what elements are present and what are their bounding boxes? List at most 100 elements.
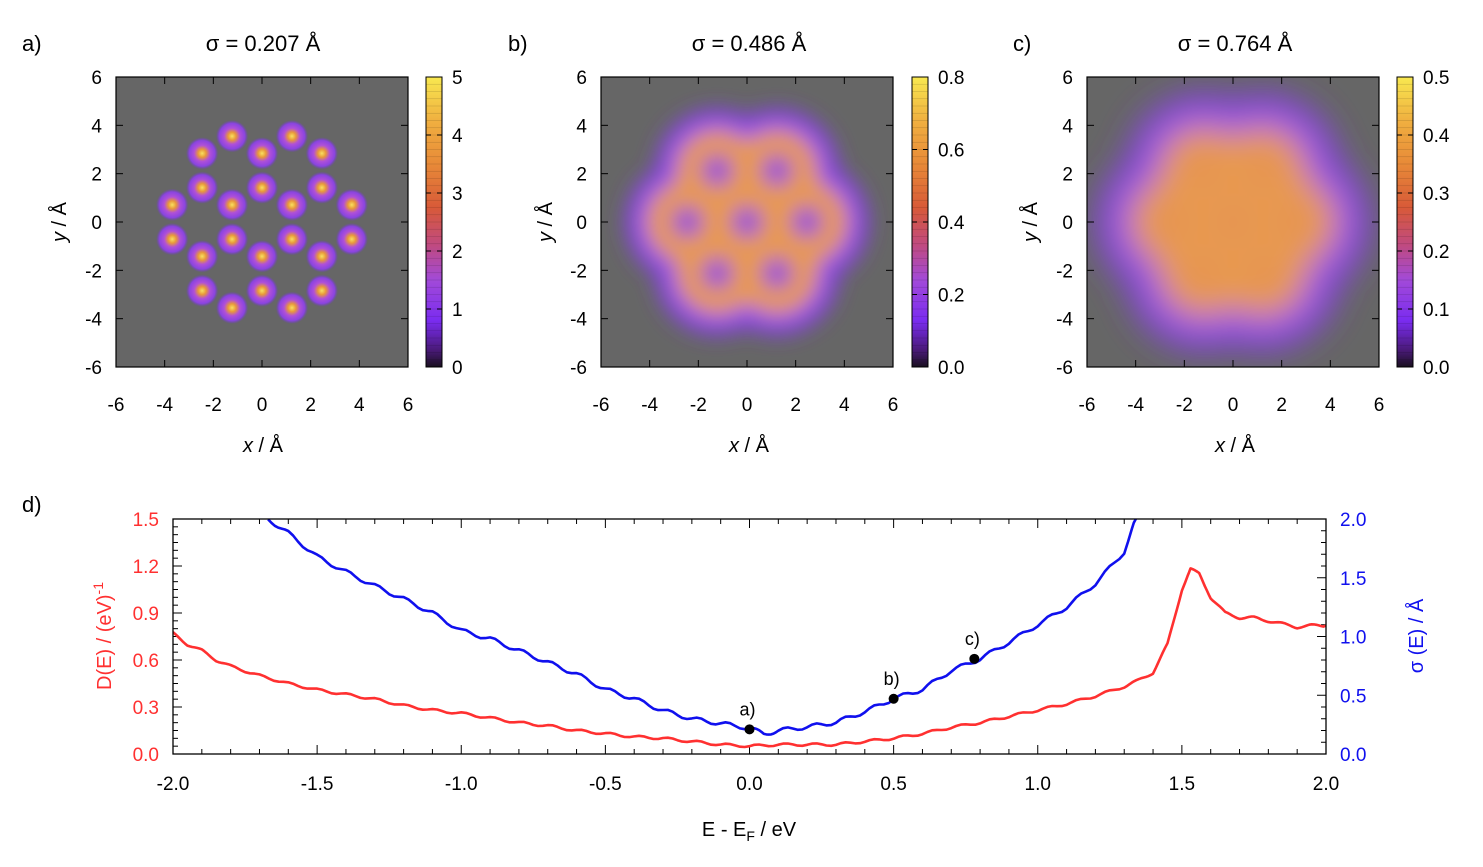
panel-c-y-axis-label-var: y [1020,231,1042,244]
atom-density-peak [215,223,249,256]
right-y-tick-label: 1.0 [1340,628,1366,649]
dos-series-line [173,567,1326,749]
ring-hole [1252,262,1274,285]
heatmap-panel-a: a) σ = 0.207 Å -6 -4 -2 0 2 4 6 -6 -4 -2 0 2 4 6 0 1 2 3… [22,31,463,457]
x-tick-label: 6 [888,395,899,416]
panel-b-x-axis-label-unit: / Å [739,434,770,457]
atom-density-peak [275,120,309,153]
panel-d-x-axis-label-tail: / eV [755,819,797,841]
atom-density-peak [215,291,249,324]
atom-density-peak [305,137,338,170]
x-tick-label: -2 [690,395,707,416]
panel-c-title: σ = 0.764 Å [1178,31,1293,56]
y-tick-label: 0 [1062,213,1073,234]
colorbar-tick-label: 0.4 [938,213,965,234]
panel-b-colorbar: 0.0 0.2 0.4 0.6 0.8 [911,68,965,379]
atom-density-peak [186,240,219,273]
y-tick-label: 6 [1062,68,1073,89]
atom-density-peak [275,223,309,256]
ring-hole [1282,211,1304,233]
atom-density-peak [156,188,189,221]
x-tick-label: 0 [257,395,268,416]
x-tick-label: -4 [156,395,173,416]
panel-a-title: σ = 0.207 Å [206,31,321,56]
right-y-tick-label: 1.5 [1340,569,1366,590]
colorbar-tick-label: 0.5 [1423,68,1449,89]
ring-hole [792,207,822,237]
panel-c-y-axis-label-unit: / Å [1019,201,1042,232]
panel-d-left-axis-label-sup: -1 [90,582,106,595]
panel-c-y-axis-label: y / Å [1019,201,1042,244]
panel-a-y-axis-label: y / Å [48,201,71,244]
y-tick-label: 0 [576,213,587,234]
atom-density-peak [305,171,338,204]
atom-density-peak [186,137,219,170]
state-marker-label: c) [965,629,980,649]
atom-density-peak [245,240,279,273]
panel-a-y-axis-label-var: y [49,231,71,244]
atom-density-peak [186,171,219,204]
panel-b-y-axis-label-var: y [535,231,557,244]
y-tick-label: -4 [1056,310,1073,331]
x-tick-label: -6 [108,395,125,416]
y-tick-label: -4 [570,310,587,331]
colorbar-tick-label: 2 [452,242,463,263]
panel-d-plot-area: -2.0 -1.5 -1.0 -0.5 0.0 0.5 1.0 1.5 2.00.00.30.6… [133,510,1367,795]
x-tick-label: 2 [1276,395,1287,416]
panel-d-left-axis-label-main: D(E) / (eV) [94,594,116,690]
atom-density-peak [335,223,368,256]
x-tick-label: -2 [205,395,222,416]
panel-a-x-axis-label-var: x [242,435,254,457]
colorbar-frame [1396,76,1414,368]
panel-c-colorbar: 0.0 0.1 0.2 0.3 0.4 0.5 [1396,68,1450,379]
panel-b-label: b) [508,31,528,56]
y-tick-label: -2 [1056,261,1073,282]
panel-d-x-axis-label-sub: F [746,828,755,844]
atom-density-peak [245,274,279,307]
x-tick-label: 0.5 [880,774,906,795]
x-tick-label: -2 [1176,395,1193,416]
y-tick-label: -6 [85,358,102,379]
atom-density-peak [305,274,338,307]
y-tick-label: 6 [91,68,102,89]
ring-hole [1192,262,1214,285]
colorbar-frame [425,76,443,368]
panel-c-axes: -6 -4 -2 0 2 4 6 -6 -4 -2 0 2 4 6 [1056,68,1384,416]
colorbar-tick-label: 0.8 [938,68,964,89]
right-y-tick-label: 2.0 [1340,510,1366,531]
axes-frame [172,518,1327,755]
left-y-tick-label: 1.2 [133,557,159,578]
atom-density-peak [275,291,309,324]
y-tick-label: -2 [570,261,587,282]
y-tick-label: 2 [576,165,587,186]
x-tick-label: 1.0 [1025,774,1051,795]
y-tick-label: -2 [85,261,102,282]
panel-d-x-axis-label: E - EF / eV [702,819,797,844]
sigma-series-line [267,519,1137,736]
ring-hole [702,155,732,186]
colorbar-tick-label: 0.0 [938,358,964,379]
panel-c-density-map [1087,77,1379,367]
atom-density-peak [186,274,219,307]
y-tick-label: -6 [1056,358,1073,379]
right-y-tick-label: 0.5 [1340,686,1366,707]
panel-b-y-axis-label-unit: / Å [534,201,557,232]
colorbar-tick-label: 0.1 [1423,300,1449,321]
panel-b-axes: -6 -4 -2 0 2 4 6 -6 -4 -2 0 2 4 6 [570,68,898,416]
panel-b-density-map [601,77,893,367]
y-tick-label: 4 [576,116,587,137]
panel-a-density-map [116,77,408,367]
atom-density-peak [275,188,309,221]
state-marker-label: a) [739,699,755,719]
ring-hole [1162,211,1184,233]
panel-a-colorbar: 0 1 2 3 4 5 [425,68,463,379]
molecule-density [626,109,868,335]
colorbar-tick-label: 0.2 [1423,242,1449,263]
heatmap-content [1097,95,1369,349]
panel-b-x-axis-label-var: x [728,435,740,457]
atom-density-peak [305,240,338,273]
y-tick-label: 6 [576,68,587,89]
panel-d-left-axis-label: D(E) / (eV)-1 [90,582,116,690]
